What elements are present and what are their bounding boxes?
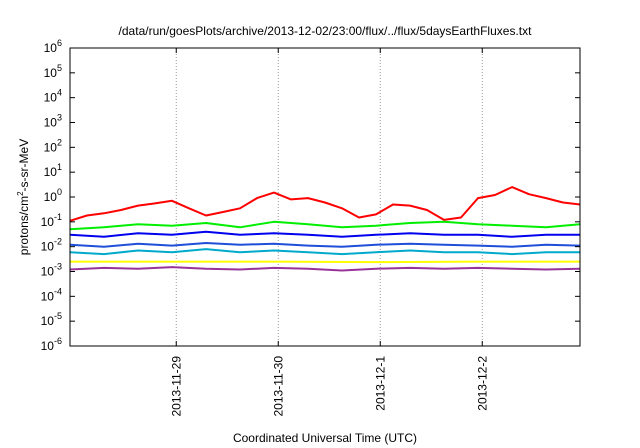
chart-title: /data/run/goesPlots/archive/2013-12-02/2…	[119, 24, 533, 38]
y-axis-label: protons/cm2-s-sr-MeV	[16, 139, 31, 255]
y-tick-label: 103	[44, 113, 62, 130]
y-tick-label: 10-5	[41, 311, 62, 328]
y-tick-label: 10-3	[41, 262, 62, 279]
x-tick-label: 2013-11-29	[169, 356, 183, 417]
y-axis-ticks: 10-6 10-5 10-4 10-3 10-2 10-1 100 101 102 103 104 1…	[41, 38, 580, 353]
y-tick-label: 106	[44, 38, 62, 55]
y-tick-label: 102	[44, 137, 62, 154]
y-tick-label: 104	[44, 88, 62, 105]
y-tick-label: 10-1	[41, 212, 62, 229]
series-group	[69, 186, 581, 272]
series-line-7	[69, 266, 581, 272]
series-line-5	[69, 248, 580, 256]
x-tick-label: 2013-12-1	[373, 356, 387, 411]
y-tick-label: 10-2	[41, 237, 62, 254]
y-tick-label: 101	[44, 162, 62, 179]
series-line-6	[70, 260, 580, 264]
series-line-3	[69, 230, 580, 238]
y-tick-label: 105	[44, 63, 62, 80]
series-line-4	[69, 242, 581, 248]
plot-frame	[69, 47, 581, 347]
y-tick-label: 10-6	[41, 336, 62, 353]
x-tick-label: 2013-11-30	[271, 356, 285, 417]
grid	[175, 48, 483, 346]
series-line-2	[69, 220, 581, 231]
y-tick-label: 100	[44, 187, 62, 204]
x-axis-label: Coordinated Universal Time (UTC)	[233, 431, 417, 445]
series-line-1	[69, 186, 581, 222]
x-axis-ticks: 2013-11-29 2013-11-30 2013-12-1 2013-12-2	[169, 48, 489, 417]
x-tick-label: 2013-12-2	[475, 356, 489, 411]
y-tick-label: 10-4	[41, 286, 62, 303]
